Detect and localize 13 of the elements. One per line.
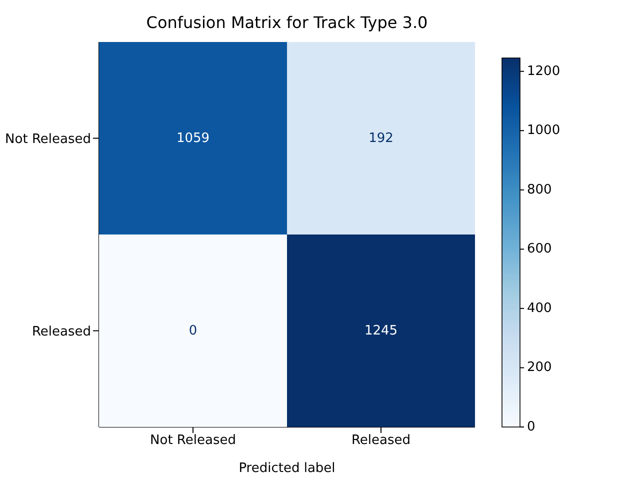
color-bar-label: 400 [527, 300, 552, 316]
chart-title: Confusion Matrix for Track Type 3.0 [145, 13, 429, 32]
color-bar-label: 200 [527, 360, 552, 376]
color-bar-label: 800 [527, 182, 552, 198]
color-bar-label: 1000 [527, 123, 560, 138]
x-axis-title: Predicted label [238, 461, 336, 476]
color-bar-label: 1200 [527, 64, 560, 79]
color-bar-label: 600 [527, 242, 552, 257]
color-bar-label: 0 [527, 420, 536, 434]
data-label: 0 [188, 323, 198, 338]
data-label: 192 [368, 130, 394, 146]
data-label: 1059 [176, 130, 210, 146]
data-label: 1245 [364, 323, 398, 338]
